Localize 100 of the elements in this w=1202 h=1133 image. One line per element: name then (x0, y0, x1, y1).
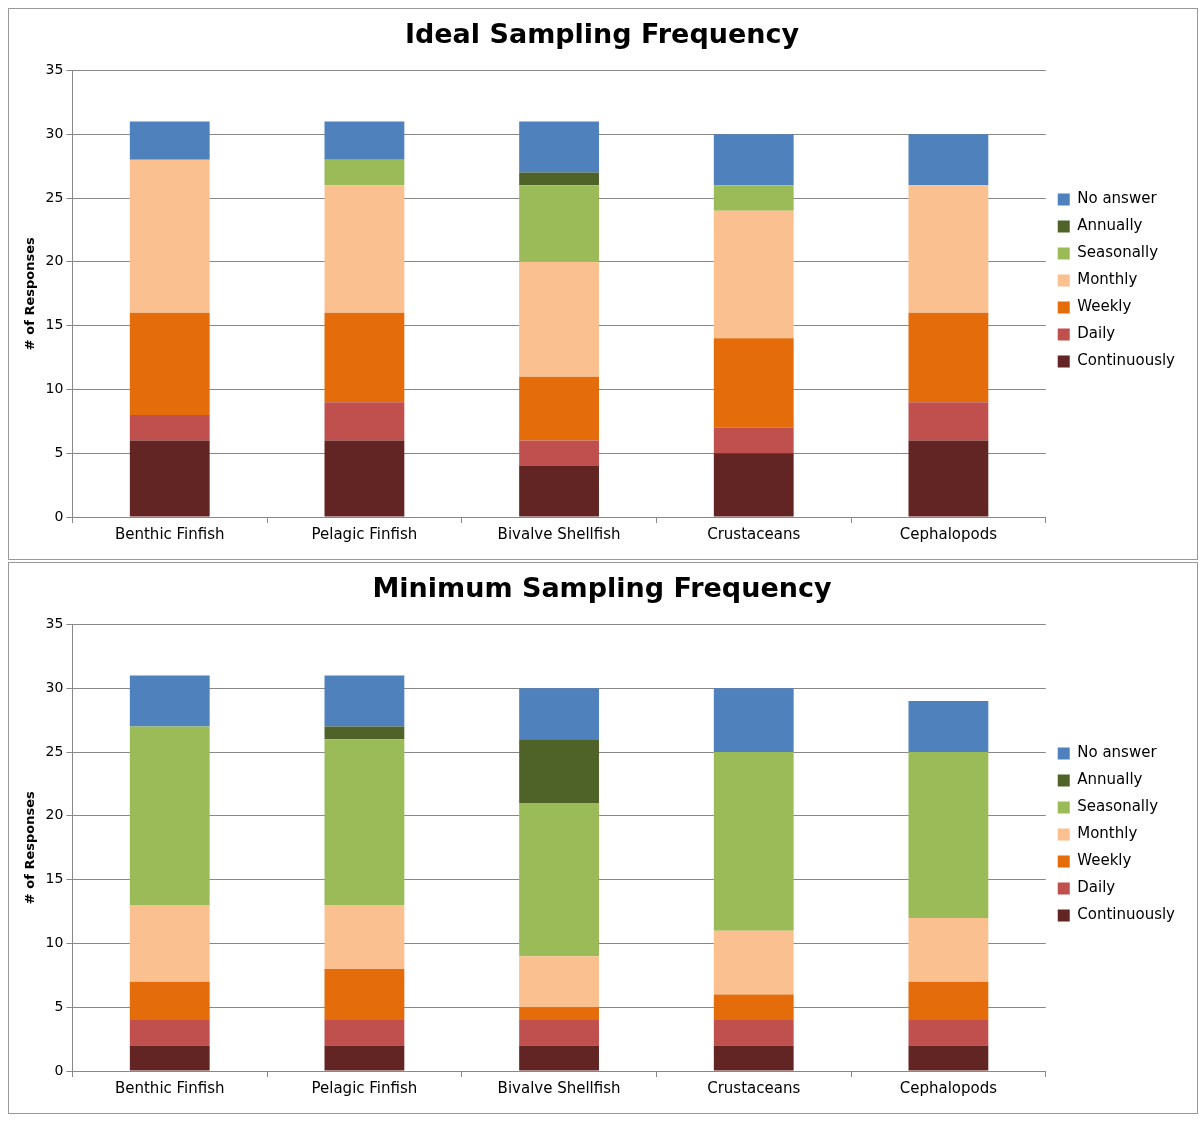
bar (324, 905, 405, 969)
y-axis-title: # of Responses (22, 791, 38, 905)
x-tick-label: Benthic Finfish (114, 1078, 225, 1097)
bar (908, 440, 989, 517)
bar (129, 414, 210, 441)
bar (713, 930, 794, 995)
bar (519, 1007, 599, 1020)
bar (129, 675, 210, 727)
bar (908, 312, 989, 403)
bar (908, 917, 989, 982)
x-tick-label: Crustaceans (707, 524, 801, 543)
bar (908, 1045, 989, 1071)
bar (324, 726, 405, 740)
chart-title: Minimum Sampling Frequency (372, 572, 832, 604)
y-tick-label: 10 (45, 380, 64, 397)
legend-label: Annually (1077, 216, 1143, 235)
bar (129, 1019, 210, 1046)
bar (713, 427, 794, 454)
bar (324, 402, 405, 441)
y-tick-label: 20 (45, 806, 64, 823)
bar (324, 312, 405, 403)
bar (519, 803, 599, 957)
bar (324, 440, 405, 517)
bar (713, 994, 794, 1020)
bar (519, 956, 599, 1008)
y-tick-label: 35 (45, 615, 64, 632)
bar (908, 185, 989, 313)
bar (129, 1045, 210, 1071)
bar (129, 905, 210, 982)
bar (129, 121, 210, 160)
y-axis-title: # of Responses (22, 237, 38, 351)
bar (324, 1045, 405, 1071)
bar (908, 981, 989, 1020)
bar (908, 700, 989, 752)
x-tick-label: Bivalve Shellfish (497, 1078, 621, 1097)
legend-label: Annually (1077, 770, 1143, 789)
legend-label: Monthly (1077, 270, 1138, 289)
bar (324, 185, 405, 313)
bar (713, 134, 794, 186)
bar (713, 453, 794, 517)
bar (908, 1019, 989, 1046)
bar (713, 688, 794, 752)
bar (129, 726, 210, 906)
x-tick-label: Pelagic Finfish (311, 1078, 418, 1097)
bar (129, 981, 210, 1020)
legend-label: Seasonally (1077, 797, 1159, 816)
legend-label: Daily (1077, 878, 1116, 897)
bar (519, 1019, 599, 1046)
bar (908, 134, 989, 186)
bar (519, 739, 599, 804)
y-tick-label: 0 (54, 1061, 64, 1078)
chart-title: Ideal Sampling Frequency (404, 18, 800, 50)
bar (324, 121, 405, 160)
legend-label: Continuously (1077, 905, 1176, 924)
bar (129, 440, 210, 517)
y-tick-label: 15 (45, 316, 64, 333)
legend-label: Daily (1077, 324, 1116, 343)
bar (324, 159, 405, 186)
bar (519, 261, 599, 377)
bar (519, 121, 599, 173)
bar (713, 338, 794, 428)
y-tick-label: 25 (45, 742, 64, 759)
x-tick-label: Crustaceans (707, 1078, 801, 1097)
bar (324, 968, 405, 1020)
y-tick-label: 30 (45, 124, 64, 141)
bar (713, 185, 794, 211)
legend-label: Seasonally (1077, 243, 1159, 262)
bar (129, 312, 210, 415)
y-tick-label: 30 (45, 678, 64, 695)
bar (129, 159, 210, 313)
legend-label: No answer (1077, 189, 1158, 208)
legend-label: Continuously (1077, 351, 1176, 370)
bar (713, 210, 794, 339)
bar (908, 402, 989, 441)
legend-label: Monthly (1077, 824, 1138, 843)
y-tick-label: 15 (45, 870, 64, 887)
y-tick-label: 10 (45, 934, 64, 951)
bar (519, 376, 599, 441)
bar (324, 739, 405, 906)
bar (324, 1019, 405, 1046)
bar (519, 1045, 599, 1071)
bar (713, 1019, 794, 1046)
bar (519, 465, 599, 517)
x-tick-label: Cephalopods (899, 524, 998, 543)
y-tick-label: 5 (54, 443, 64, 460)
bar (519, 440, 599, 466)
legend-label: Weekly (1077, 297, 1132, 316)
bar (713, 1045, 794, 1071)
x-tick-label: Benthic Finfish (114, 524, 225, 543)
x-tick-label: Bivalve Shellfish (497, 524, 621, 543)
y-tick-label: 5 (54, 997, 64, 1014)
y-tick-label: 35 (45, 61, 64, 78)
bar (908, 752, 989, 918)
y-tick-label: 25 (45, 188, 64, 205)
bar (713, 752, 794, 931)
bar (519, 172, 599, 186)
bar (519, 185, 599, 262)
x-tick-label: Cephalopods (899, 1078, 998, 1097)
legend-label: No answer (1077, 743, 1158, 762)
x-tick-label: Pelagic Finfish (311, 524, 418, 543)
